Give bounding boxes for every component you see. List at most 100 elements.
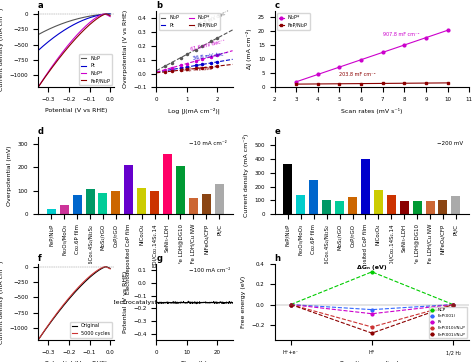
FeP(010)/Ni₂P [288, 302, 294, 307]
Original [103, 265, 109, 269]
Bar [137, 188, 146, 214]
5000 cycles [79, 281, 85, 286]
Ni₂P [100, 12, 106, 16]
Bar [189, 198, 198, 214]
Y-axis label: Overpotential (V vs RHE): Overpotential (V vs RHE) [123, 10, 128, 88]
FeP/Ni₂P [78, 31, 84, 35]
Bar [322, 200, 331, 214]
Bar [111, 191, 120, 214]
Bar [335, 201, 344, 214]
Bar [73, 195, 82, 214]
Ni₂P [96, 13, 101, 17]
Line: FeP(010)/Ni₂P: FeP(010)/Ni₂P [290, 303, 455, 328]
Original [100, 265, 106, 270]
FeP/Ni₂P [293, 82, 299, 86]
Text: e: e [274, 127, 280, 136]
FeP(001) [288, 302, 294, 307]
Pt [96, 13, 101, 17]
Text: 117.3 mV dec⁻¹: 117.3 mV dec⁻¹ [193, 9, 230, 30]
FeP(001)/Ni₂P [288, 302, 294, 307]
Line: Ni₂P: Ni₂P [290, 270, 455, 306]
Original [78, 284, 83, 288]
Text: 907.8 mF cm⁻²: 907.8 mF cm⁻² [383, 32, 419, 37]
FeP/Ni₂P [445, 81, 450, 85]
Ni₂P* [107, 14, 113, 19]
Text: c: c [274, 1, 280, 10]
Line: Pt: Pt [38, 14, 110, 51]
Line: 5000 cycles: 5000 cycles [38, 267, 110, 340]
X-axis label: Reaction coordinate: Reaction coordinate [340, 361, 403, 362]
FeP/Ni₂P [103, 12, 109, 16]
Text: f: f [38, 254, 42, 263]
5000 cycles [102, 265, 108, 269]
5000 cycles [78, 282, 84, 287]
Bar [283, 164, 292, 214]
Ni₂P* [380, 50, 385, 55]
Original [36, 338, 41, 342]
5000 cycles [96, 267, 101, 272]
Original [96, 268, 101, 273]
FeP/Ni₂P [96, 15, 101, 20]
Line: FeP(001): FeP(001) [290, 303, 455, 311]
Ni₂P* [358, 58, 364, 62]
Ni₂P* [78, 29, 83, 33]
Line: FeP(001)/Ni₂P: FeP(001)/Ni₂P [290, 303, 455, 334]
Text: −200 mV: −200 mV [438, 141, 464, 146]
Ni₂P [36, 33, 41, 37]
Line: FeP/Ni₂P: FeP/Ni₂P [295, 81, 449, 85]
Ni₂P [288, 302, 294, 307]
Pt [78, 19, 83, 24]
Bar [426, 201, 435, 214]
FeP/Ni₂P [36, 85, 41, 89]
Ni₂P* [101, 12, 107, 16]
Text: h: h [274, 254, 281, 263]
Y-axis label: Potential (V vs RHE): Potential (V vs RHE) [123, 271, 128, 333]
Bar [99, 193, 108, 214]
Ni₂P [78, 16, 84, 20]
Line: Ni₂P: Ni₂P [38, 14, 110, 35]
FeP/Ni₂P [401, 81, 407, 85]
Line: Ni₂P*: Ni₂P* [38, 14, 110, 88]
FeP(001) [369, 307, 375, 312]
Ni₂P* [423, 35, 429, 40]
Text: d: d [38, 127, 44, 136]
Text: 36.8 mV dec⁻¹: 36.8 mV dec⁻¹ [193, 51, 228, 61]
Ni₂P* [293, 80, 299, 84]
Pt [450, 302, 456, 307]
X-axis label: Potential (V vs RHE): Potential (V vs RHE) [45, 361, 107, 362]
Bar [60, 205, 69, 214]
Ni₂P [78, 16, 83, 20]
Y-axis label: Current density (mA cm⁻²): Current density (mA cm⁻²) [243, 134, 249, 217]
Ni₂P [369, 270, 375, 274]
Ni₂P* [79, 28, 85, 32]
FeP/Ni₂P [337, 81, 342, 86]
FeP/Ni₂P [423, 81, 429, 85]
Bar [361, 159, 370, 214]
Ni₂P* [100, 12, 106, 16]
Ni₂P* [337, 65, 342, 69]
Bar [47, 209, 56, 214]
Bar [438, 200, 447, 214]
Legend: Ni₂P, FeP(001), Pt, FeP(010)/Ni₂P, FeP(001)/Ni₂P: Ni₂P, FeP(001), Pt, FeP(010)/Ni₂P, FeP(0… [428, 307, 467, 338]
Bar [124, 165, 133, 214]
Bar [176, 166, 185, 214]
Legend: Ni₂P, Pt, Ni₂P*, FeP/Ni₂P: Ni₂P, Pt, Ni₂P*, FeP/Ni₂P [159, 13, 219, 30]
Y-axis label: Current density (mA cm⁻²): Current density (mA cm⁻²) [0, 260, 4, 344]
FeP(010)/Ni₂P [369, 325, 375, 329]
Bar [309, 180, 319, 214]
Ni₂P [35, 33, 41, 37]
Ni₂P* [445, 28, 450, 33]
FeP/Ni₂P [79, 30, 85, 34]
5000 cycles [35, 338, 41, 342]
X-axis label: Potential (V vs RHE): Potential (V vs RHE) [45, 108, 107, 113]
Bar [348, 197, 357, 214]
Y-axis label: Current density (mA cm⁻²): Current density (mA cm⁻²) [0, 8, 4, 91]
FeP/Ni₂P [107, 13, 113, 18]
Line: Original: Original [38, 267, 110, 340]
Y-axis label: ΔJ (mA cm⁻²): ΔJ (mA cm⁻²) [246, 29, 252, 70]
Bar [85, 189, 95, 214]
Legend: Original, 5000 cycles: Original, 5000 cycles [70, 321, 112, 338]
Original [78, 284, 84, 288]
FeP(001) [450, 302, 456, 307]
Line: FeP/Ni₂P: FeP/Ni₂P [38, 14, 110, 88]
